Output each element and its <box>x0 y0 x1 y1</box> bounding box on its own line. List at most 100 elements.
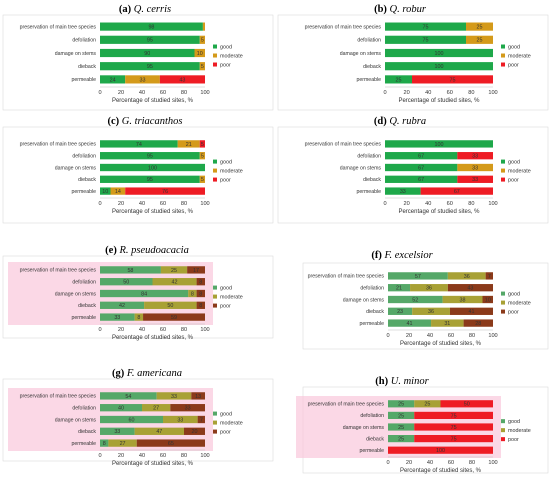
category-label: preservation of main tree species <box>20 394 97 400</box>
legend-label: moderate <box>508 168 531 174</box>
bar-moderate <box>144 301 197 309</box>
bar-good <box>385 175 458 183</box>
category-label: defoliation <box>72 406 96 412</box>
x-tick-label: 40 <box>139 90 145 96</box>
data-label: 8 <box>137 315 140 321</box>
category-label: dieback <box>78 64 96 70</box>
bar-good <box>100 289 189 298</box>
bar-good <box>388 435 415 443</box>
bar-poor <box>485 272 493 280</box>
bar-moderate <box>156 392 192 400</box>
bar-poor <box>196 289 205 298</box>
chart-title: (g) F. americana <box>112 368 182 379</box>
bar-poor <box>191 392 205 400</box>
x-tick-label: 60 <box>160 453 166 459</box>
bar-poor <box>197 415 205 424</box>
legend-label: good <box>508 44 520 50</box>
legend-swatch <box>213 44 217 49</box>
bar-poor <box>482 295 493 304</box>
x-tick-label: 20 <box>406 460 412 466</box>
legend-swatch <box>501 437 505 442</box>
legend-label: good <box>508 291 520 297</box>
chart-title: (a) Q. cerris <box>119 4 171 15</box>
data-label: 33 <box>114 315 120 321</box>
x-tick-label: 40 <box>425 90 431 96</box>
bar-good <box>385 48 493 58</box>
data-label: 8 <box>199 280 202 286</box>
x-tick-label: 40 <box>139 201 145 207</box>
data-label: 75 <box>451 437 457 443</box>
bar-good <box>388 284 411 292</box>
data-label: 75 <box>451 413 457 419</box>
x-tick-label: 80 <box>181 90 187 96</box>
data-label: 67 <box>418 154 424 160</box>
bar-moderate <box>414 400 441 408</box>
category-label: damage on stems <box>55 291 97 297</box>
category-label: preservation of main tree species <box>20 268 97 274</box>
bar-poor <box>143 313 205 321</box>
bar-good <box>100 278 153 286</box>
data-label: 42 <box>172 280 178 286</box>
bar-moderate <box>134 313 144 321</box>
bar-good <box>100 35 200 44</box>
bar-good <box>100 75 126 84</box>
data-label: 75 <box>423 38 429 44</box>
data-label: 33 <box>472 177 478 183</box>
x-tick-label: 60 <box>160 201 166 207</box>
data-label: 41 <box>468 309 474 315</box>
chart-label: (g) <box>112 368 127 379</box>
legend-label: good <box>508 419 520 425</box>
bar-poor <box>463 319 493 327</box>
data-label: 5 <box>201 154 204 160</box>
data-label: 95 <box>147 64 153 70</box>
x-tick-label: 0 <box>383 201 386 207</box>
x-tick-label: 20 <box>118 201 124 207</box>
data-label: 13 <box>195 394 201 400</box>
legend-swatch <box>501 44 505 49</box>
chart-title: (f) F. excelsior <box>371 250 433 261</box>
bar-good <box>100 404 142 412</box>
bar-moderate <box>108 439 137 447</box>
x-tick-label: 100 <box>200 327 209 333</box>
data-label: 36 <box>464 274 470 280</box>
legend-swatch <box>213 53 217 58</box>
category-label: dieback <box>78 177 96 183</box>
legend-label: good <box>220 159 232 165</box>
bar-good <box>388 411 415 419</box>
bar-poor <box>414 411 493 419</box>
data-label: 95 <box>147 38 153 44</box>
x-tick-label: 100 <box>488 201 497 207</box>
legend-swatch <box>213 303 217 308</box>
bar-poor <box>414 435 493 443</box>
bar-good <box>100 266 161 274</box>
category-label: permeable <box>356 77 381 83</box>
data-label: 50 <box>464 402 470 408</box>
chart-title: (b) Q. robur <box>374 4 427 15</box>
x-tick-label: 0 <box>386 460 389 466</box>
x-tick-label: 60 <box>160 327 166 333</box>
bar-poor <box>388 446 493 454</box>
category-label: dieback <box>363 64 381 70</box>
category-label: preservation of main tree species <box>20 24 97 30</box>
legend-label: good <box>220 44 232 50</box>
category-label: permeable <box>359 321 384 327</box>
chart-species: Q. robur <box>390 4 427 15</box>
x-axis-title: Percentage of studied sites, % <box>400 468 482 474</box>
chart-species: Q. cerris <box>134 4 171 15</box>
bar-good <box>385 140 493 148</box>
category-label: damage on stems <box>340 51 382 57</box>
legend-swatch <box>501 159 505 164</box>
legend-label: moderate <box>508 53 531 59</box>
bar-good <box>388 307 413 315</box>
chart-panel-2: (b) Q. robur preservation of main tree sp… <box>277 4 549 111</box>
category-label: permeable <box>71 77 96 83</box>
data-label: 67 <box>418 177 424 183</box>
bar-moderate <box>188 289 197 298</box>
bar-poor <box>449 307 493 315</box>
bar-good <box>388 295 443 304</box>
category-label: damage on stems <box>55 417 97 423</box>
legend-label: poor <box>508 309 519 315</box>
data-label: 17 <box>193 268 199 274</box>
bar-good <box>100 152 200 160</box>
category-label: defoliation <box>72 280 96 286</box>
